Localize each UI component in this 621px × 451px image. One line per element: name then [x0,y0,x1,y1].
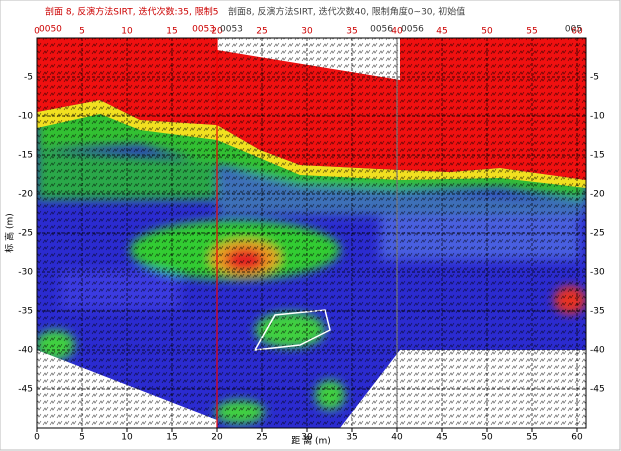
x-top-tick-label: 55 [526,27,537,37]
y-right-tick-label: -45 [590,385,605,395]
x-top-tick-label: 25 [256,27,267,37]
top-label: 0050 [39,25,62,35]
y-right-tick-label: -20 [590,190,605,200]
top-label: 0056 [401,25,424,35]
x-top-tick-label: 60 [571,27,583,37]
x-top-tick-label: 5 [79,27,85,37]
y-tick-label: -5 [24,73,33,83]
x-tick-label: 25 [256,433,267,443]
x-tick-label: 10 [121,433,133,443]
top-label: 0056 [370,25,393,35]
y-right-tick-label: -40 [590,346,605,356]
subtitle: 剖面8, 反演方法SIRT, 迭代次数40, 限制角度0~30, 初始值 [228,6,465,18]
y-axis-label: 标 高 (m) [4,213,16,253]
x-tick-label: 40 [391,433,403,443]
x-top-tick-label: 40 [391,27,403,37]
x-top-tick-label: 0 [34,27,40,37]
y-tick-label: -25 [18,229,33,239]
x-top-tick-label: 20 [211,27,223,37]
x-top-tick-label: 10 [121,27,133,37]
x-tick-label: 55 [526,433,537,443]
y-right-tick-label: -25 [590,229,605,239]
title: 剖面 8, 反演方法SIRT, 迭代次数:35, 限制5 [45,6,218,18]
y-tick-label: -45 [18,385,33,395]
x-tick-label: 20 [211,433,223,443]
y-tick-label: -15 [18,151,33,161]
y-tick-label: -35 [18,307,33,317]
y-tick-label: -30 [18,268,33,278]
x-axis-label: 距 离 (m) [291,435,331,447]
y-right-tick-label: -10 [590,112,605,122]
x-tick-label: 50 [481,433,493,443]
x-tick-label: 0 [34,433,40,443]
x-top-tick-label: 35 [346,27,357,37]
plot-border [36,37,587,429]
x-tick-label: 30 [301,433,313,443]
top-label: 0053 [220,25,243,35]
x-top-tick-label: 50 [481,27,493,37]
y-tick-label: -20 [18,190,33,200]
top-label: 005 [565,25,582,35]
x-tick-label: 35 [346,433,357,443]
x-top-tick-label: 45 [436,27,447,37]
x-top-tick-label: 15 [166,27,177,37]
x-tick-label: 5 [79,433,85,443]
y-tick-label: -10 [18,112,33,122]
x-tick-label: 45 [436,433,447,443]
y-right-tick-label: -30 [590,268,605,278]
x-tick-label: 15 [166,433,177,443]
top-label: 0053 [192,25,215,35]
y-right-tick-label: -5 [590,73,599,83]
y-right-tick-label: -35 [590,307,605,317]
x-tick-label: 60 [571,433,583,443]
x-top-tick-label: 30 [301,27,313,37]
y-tick-label: -40 [18,346,33,356]
y-right-tick-label: -15 [590,151,605,161]
